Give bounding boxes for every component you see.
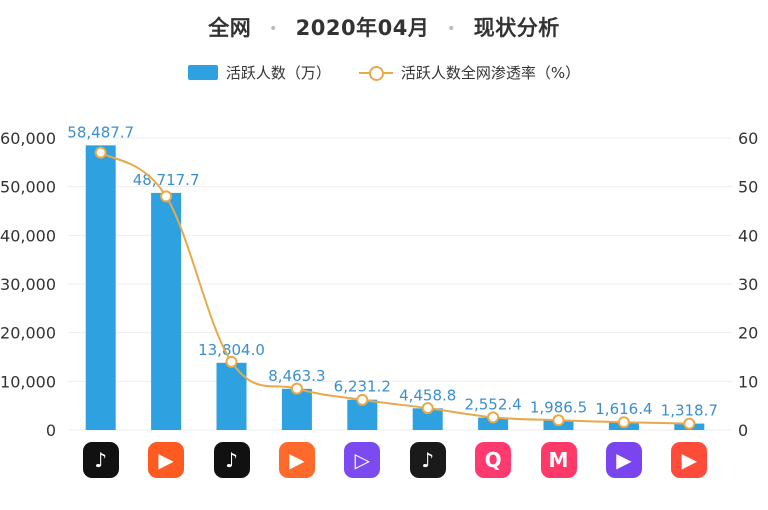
douyin-jisu-icon: ♪ <box>409 442 446 478</box>
kuaishou-icon: ▶ <box>148 442 185 478</box>
title-part-date: 2020年04月 <box>295 16 430 40</box>
y-left-tick-label: 50,000 <box>0 178 56 197</box>
y-left-tick-label: 10,000 <box>0 372 56 391</box>
y-right-tick-label: 40 <box>738 226 758 245</box>
douyin-huoshan-icon: ♪ <box>213 442 250 478</box>
title-separator: • <box>269 21 278 37</box>
bar-data-label: 6,231.2 <box>334 378 391 396</box>
y-left-tick-label: 0 <box>46 421 56 440</box>
bar <box>85 145 116 430</box>
line-point <box>356 393 369 406</box>
quanmin-icon: Q <box>475 442 512 478</box>
bar-data-label: 1,986.5 <box>530 398 587 416</box>
line-point <box>552 414 565 427</box>
bar <box>216 362 247 430</box>
legend-item-line[interactable]: 活跃人数全网渗透率（%） <box>358 62 581 83</box>
y-left-tick-label: 20,000 <box>0 324 56 343</box>
title-part-network: 全网 <box>208 16 252 40</box>
meipai-icon: M <box>540 442 577 478</box>
y-right-tick-label: 30 <box>738 275 758 294</box>
y-left-tick-label: 60,000 <box>0 129 56 148</box>
y-left-tick-label: 40,000 <box>0 226 56 245</box>
bar-data-label: 1,318.7 <box>661 402 718 420</box>
bar-data-label: 58,487.7 <box>67 123 134 141</box>
weishi-icon: ▷ <box>344 442 381 478</box>
y-right-tick-label: 10 <box>738 372 758 391</box>
douyin-icon: ♪ <box>82 442 119 478</box>
y-right-tick-label: 0 <box>738 421 748 440</box>
line-point <box>617 416 630 429</box>
series-line <box>100 151 690 425</box>
bar-data-label: 4,458.8 <box>399 386 456 404</box>
line-point <box>94 146 107 159</box>
y-right-tick-label: 50 <box>738 178 758 197</box>
bar-data-label: 13,804.0 <box>198 341 265 359</box>
bar-data-label: 2,552.4 <box>464 396 521 414</box>
line-point <box>487 411 500 424</box>
bar <box>281 388 312 430</box>
bar-data-label: 48,717.7 <box>133 171 200 189</box>
chart-title: 全网 • 2020年04月 • 现状分析 <box>0 12 768 42</box>
legend-bar-swatch <box>187 65 218 80</box>
bar <box>412 408 443 430</box>
legend-line-label: 活跃人数全网渗透率（%） <box>400 64 581 82</box>
line-point <box>290 382 303 395</box>
kuaishou-jisu-icon: ▶ <box>278 442 315 478</box>
title-separator: • <box>447 21 456 37</box>
quanmin-video-icon: ▶ <box>671 442 708 478</box>
line-point <box>421 402 434 415</box>
legend-bar-label: 活跃人数（万） <box>225 64 331 82</box>
bar-data-label: 8,463.3 <box>268 367 325 385</box>
legend-item-bar[interactable]: 活跃人数（万） <box>187 62 331 83</box>
bar <box>478 417 509 430</box>
y-right-tick-label: 60 <box>738 129 758 148</box>
title-part-analysis: 现状分析 <box>473 16 560 40</box>
bar <box>151 192 182 430</box>
chart-legend: 活跃人数（万） 活跃人数全网渗透率（%） <box>0 62 768 83</box>
y-right-tick-label: 20 <box>738 324 758 343</box>
y-left-tick-label: 30,000 <box>0 275 56 294</box>
haokan-icon: ▶ <box>605 442 642 478</box>
legend-line-swatch <box>358 65 393 81</box>
line-point <box>160 190 173 203</box>
line-point <box>225 355 238 368</box>
line-point <box>683 417 696 430</box>
bar-data-label: 1,616.4 <box>595 400 652 418</box>
